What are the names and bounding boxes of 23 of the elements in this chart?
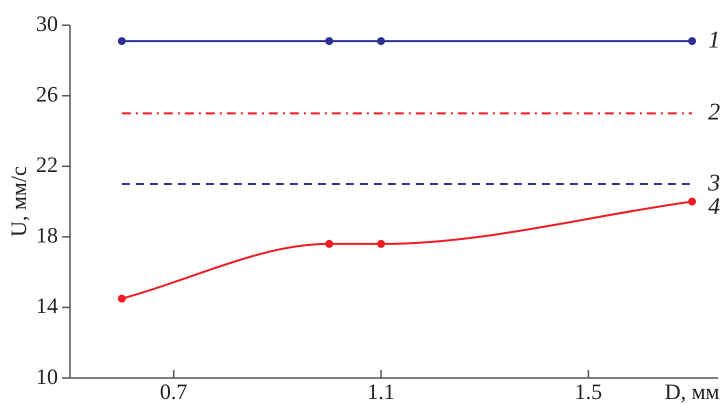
y-tick-label: 14	[36, 293, 58, 318]
point	[688, 198, 696, 206]
x-axis-title: D, мм	[664, 378, 720, 404]
series-label: 4	[708, 194, 720, 220]
series-label: 1	[708, 27, 720, 54]
series-label: 3	[707, 170, 720, 196]
point	[377, 240, 386, 248]
point	[325, 240, 334, 248]
series-label: 2	[708, 100, 720, 126]
y-tick-label: 22	[36, 152, 58, 178]
point	[688, 37, 696, 46]
point	[377, 37, 386, 46]
x-tick-label: 0.7	[160, 378, 188, 404]
y-tick-label: 26	[36, 82, 58, 107]
point	[325, 37, 334, 46]
y-axis-title: U, мм/с	[6, 166, 31, 237]
point	[118, 294, 126, 303]
y-tick-label: 30	[36, 10, 58, 36]
x-tick-label: 1.1	[367, 378, 395, 404]
x-tick-label: 1.5	[574, 378, 602, 404]
y-tick-label: 10	[36, 364, 58, 389]
y-tick-label: 18	[36, 222, 58, 248]
point	[118, 37, 126, 46]
